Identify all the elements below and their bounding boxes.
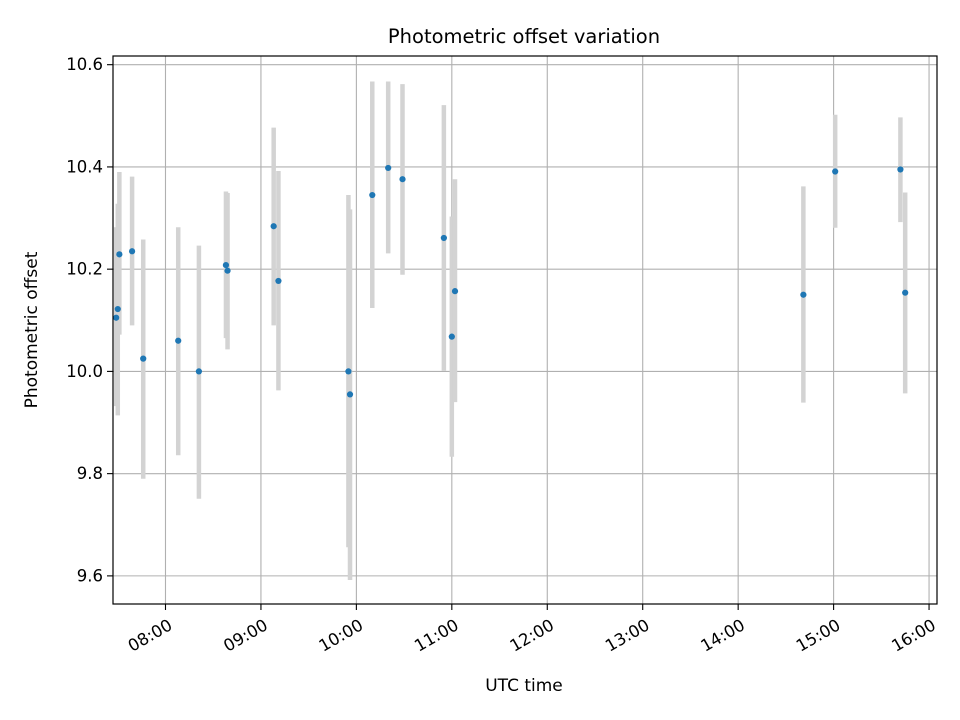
data-point: [195, 368, 202, 375]
data-point: [114, 305, 121, 313]
data-point: [222, 261, 230, 269]
data-point: [369, 191, 376, 199]
data-points: [113, 164, 909, 398]
y-tick-label: 10.2: [66, 260, 103, 279]
data-point: [451, 288, 459, 295]
data-point: [832, 168, 839, 175]
data-point: [399, 176, 406, 183]
plot-frame: [112, 55, 938, 605]
y-tick-label: 10.4: [66, 157, 103, 176]
data-point: [116, 251, 123, 258]
data-point: [385, 164, 392, 172]
data-point: [175, 337, 182, 344]
data-point: [275, 277, 282, 285]
data-point: [897, 166, 904, 173]
y-tick-label: 9.6: [77, 566, 103, 585]
data-point: [140, 355, 147, 362]
data-point: [346, 391, 354, 398]
data-point: [902, 289, 909, 296]
chart-title: Photometric offset variation: [388, 25, 660, 48]
data-point: [440, 234, 447, 242]
y-tick-label: 9.8: [77, 464, 103, 483]
data-point: [113, 314, 120, 321]
data-point: [800, 291, 807, 298]
x-axis-title: UTC time: [485, 676, 563, 696]
data-point: [128, 248, 136, 255]
data-point: [270, 223, 277, 230]
data-point: [224, 267, 231, 274]
y-axis-title: Photometric offset: [22, 251, 42, 408]
data-point: [448, 333, 455, 340]
y-tick-label: 10.0: [66, 362, 103, 381]
data-point: [345, 368, 352, 375]
y-tick-label: 10.6: [66, 55, 103, 74]
